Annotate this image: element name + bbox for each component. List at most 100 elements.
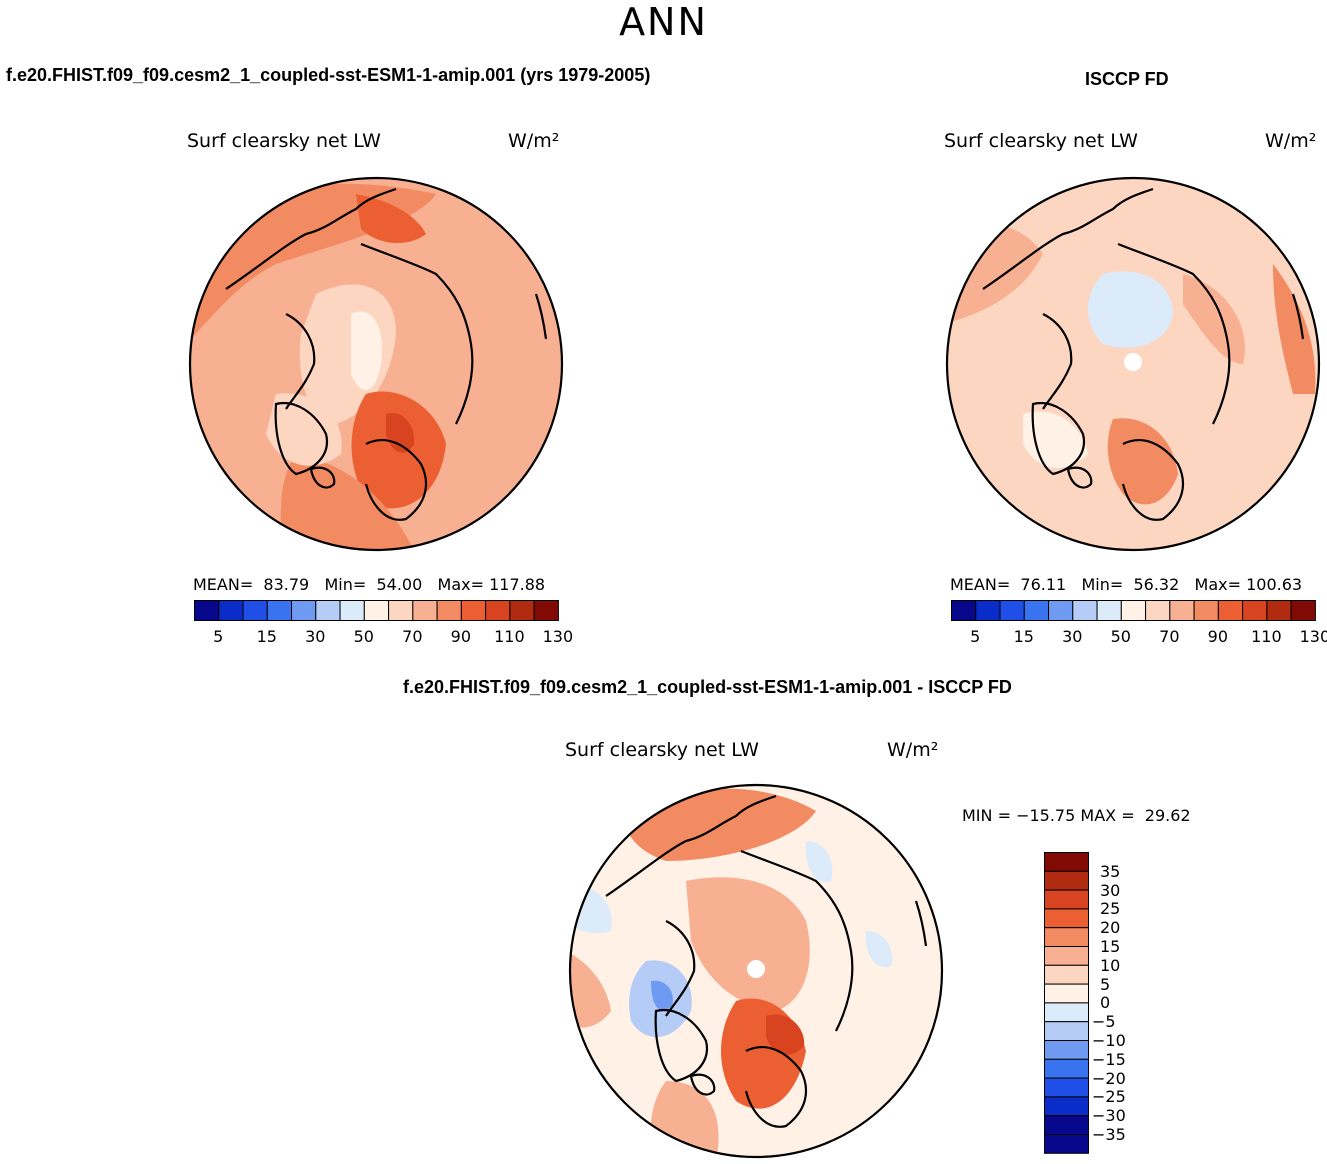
model-colorbar-box (485, 600, 511, 621)
diff-tick-label: −20 (1092, 1068, 1126, 1088)
model-colorbar-box (533, 600, 559, 621)
model-units: W/m² (508, 130, 560, 152)
model-mean-label: MEAN= (193, 575, 254, 594)
obs-colorbar-box (1242, 600, 1268, 621)
model-tick-label: 15 (256, 627, 277, 646)
diff-max-label: MAX = (1080, 806, 1135, 825)
diff-colorbar-box (1044, 964, 1089, 985)
model-colorbar-box (388, 600, 414, 621)
model-colorbar-box (315, 600, 341, 621)
obs-colorbar-box (999, 600, 1025, 621)
diff-tick-label: 10 (1100, 955, 1121, 975)
diff-stats: MIN = −15.75 MAX = 29.62 (962, 806, 1191, 825)
diff-tick-label: 5 (1100, 974, 1111, 994)
diff-tick-label: 0 (1100, 993, 1111, 1013)
diff-tick-label: 30 (1100, 880, 1121, 900)
diff-colorbar-box (1044, 1134, 1089, 1154)
model-colorbar-svg (194, 600, 559, 621)
obs-polar-map (945, 176, 1321, 552)
obs-colorbar-box (1120, 600, 1147, 621)
model-colorbar-box (194, 600, 220, 621)
obs-min: 56.32 (1133, 575, 1180, 594)
obs-colorbar-box (1266, 600, 1292, 621)
obs-colorbar-box (1096, 600, 1122, 621)
diff-colorbar-box (1044, 908, 1089, 929)
diff-field-east-cool (865, 931, 893, 967)
model-max: 117.88 (489, 575, 546, 594)
diff-tick-label: −30 (1092, 1106, 1126, 1126)
obs-max: 100.63 (1246, 575, 1303, 594)
diff-colorbar-box (1044, 870, 1089, 891)
obs-map-boundary (945, 176, 1321, 552)
obs-colorbar-box (1217, 600, 1244, 621)
model-map-boundary (188, 176, 564, 552)
obs-tick-label: 50 (1110, 627, 1131, 646)
model-field-siberia-high (356, 194, 426, 244)
obs-colorbar-box (1023, 600, 1050, 621)
model-field-asia (476, 274, 548, 424)
diff-tick-label: −35 (1092, 1125, 1126, 1144)
obs-colorbar-box (1048, 600, 1074, 621)
model-min-label: Min= (324, 575, 367, 594)
diff-tick-label: 15 (1100, 937, 1121, 956)
diff-coastlines (605, 794, 928, 1128)
diff-polar-map (568, 783, 944, 1159)
obs-colorbar-box (975, 600, 1001, 621)
diff-colorbar-svg (1044, 852, 1089, 1154)
model-field-pole (351, 311, 382, 391)
diff-colorbar-box (1044, 1096, 1089, 1117)
diff-colorbar-box (1044, 1021, 1089, 1041)
obs-tick-label: 5 (970, 627, 981, 646)
model-max-label: Max= (437, 575, 485, 594)
model-tick-label: 30 (305, 627, 326, 646)
model-colorbar-box (412, 600, 438, 621)
obs-colorbar-box (951, 600, 977, 621)
obs-colorbar-box (1193, 600, 1219, 621)
diff-map-boundary (568, 783, 944, 1159)
obs-tick-label: 110 (1251, 627, 1282, 646)
model-colorbar (194, 600, 559, 626)
obs-colorbar (951, 600, 1316, 626)
obs-mean: 76.11 (1020, 575, 1067, 594)
model-field-greenland (266, 393, 342, 466)
obs-stats: MEAN= 76.11 Min= 56.32 Max= 100.63 (950, 575, 1302, 594)
diff-colorbar-box (1044, 983, 1089, 1004)
model-colorbar-box (509, 600, 535, 621)
diff-plot-title: Surf clearsky net LW (565, 739, 759, 761)
diff-tick-label: 35 (1100, 861, 1121, 881)
model-plot-title: Surf clearsky net LW (187, 130, 381, 152)
obs-colorbar-ticks: 5 15 30 50 70 90 110 130 (951, 627, 1327, 647)
model-colorbar-box (460, 600, 487, 621)
model-tick-label: 70 (402, 627, 423, 646)
obs-tick-label: 30 (1062, 627, 1083, 646)
obs-mean-label: MEAN= (950, 575, 1011, 594)
diff-colorbar-box (1044, 927, 1089, 947)
model-tick-label: 130 (542, 627, 574, 646)
diff-colorbar-box (1044, 946, 1089, 966)
diff-colorbar-box (1044, 1002, 1089, 1023)
diff-tick-label: −15 (1092, 1049, 1126, 1069)
obs-pole-hole (1124, 353, 1142, 371)
obs-field-atlantic (1107, 418, 1178, 505)
diff-field-archipelago-core (651, 980, 673, 1011)
diff-tick-label: −5 (1092, 1012, 1116, 1032)
diff-colorbar (1044, 852, 1089, 1159)
diff-units: W/m² (887, 739, 939, 761)
obs-colorbar-svg (951, 600, 1316, 621)
obs-field-siberia (1183, 274, 1245, 364)
diff-max: 29.62 (1144, 806, 1191, 825)
diff-colorbar-ticks: 35 30 25 20 15 10 5 0 −5 −10 −15 −20 −25 −30 −35 (1092, 852, 1156, 1152)
model-colorbar-box (339, 600, 365, 621)
obs-colorbar-box (1169, 600, 1195, 621)
diff-pole-hole (747, 960, 765, 978)
model-colorbar-box (291, 600, 317, 621)
model-colorbar-box (218, 600, 244, 621)
model-tick-label: 5 (213, 627, 224, 646)
diff-tick-label: 25 (1100, 899, 1121, 919)
obs-colorbar-box (1072, 600, 1098, 621)
obs-plot-title: Surf clearsky net LW (944, 130, 1138, 152)
diff-field-north-cool (805, 841, 833, 882)
model-colorbar-box (266, 600, 293, 621)
model-case-title: f.e20.FHIST.f09_f09.cesm2_1_coupled-sst-… (6, 65, 651, 85)
obs-case-title: ISCCP FD (1085, 69, 1169, 89)
